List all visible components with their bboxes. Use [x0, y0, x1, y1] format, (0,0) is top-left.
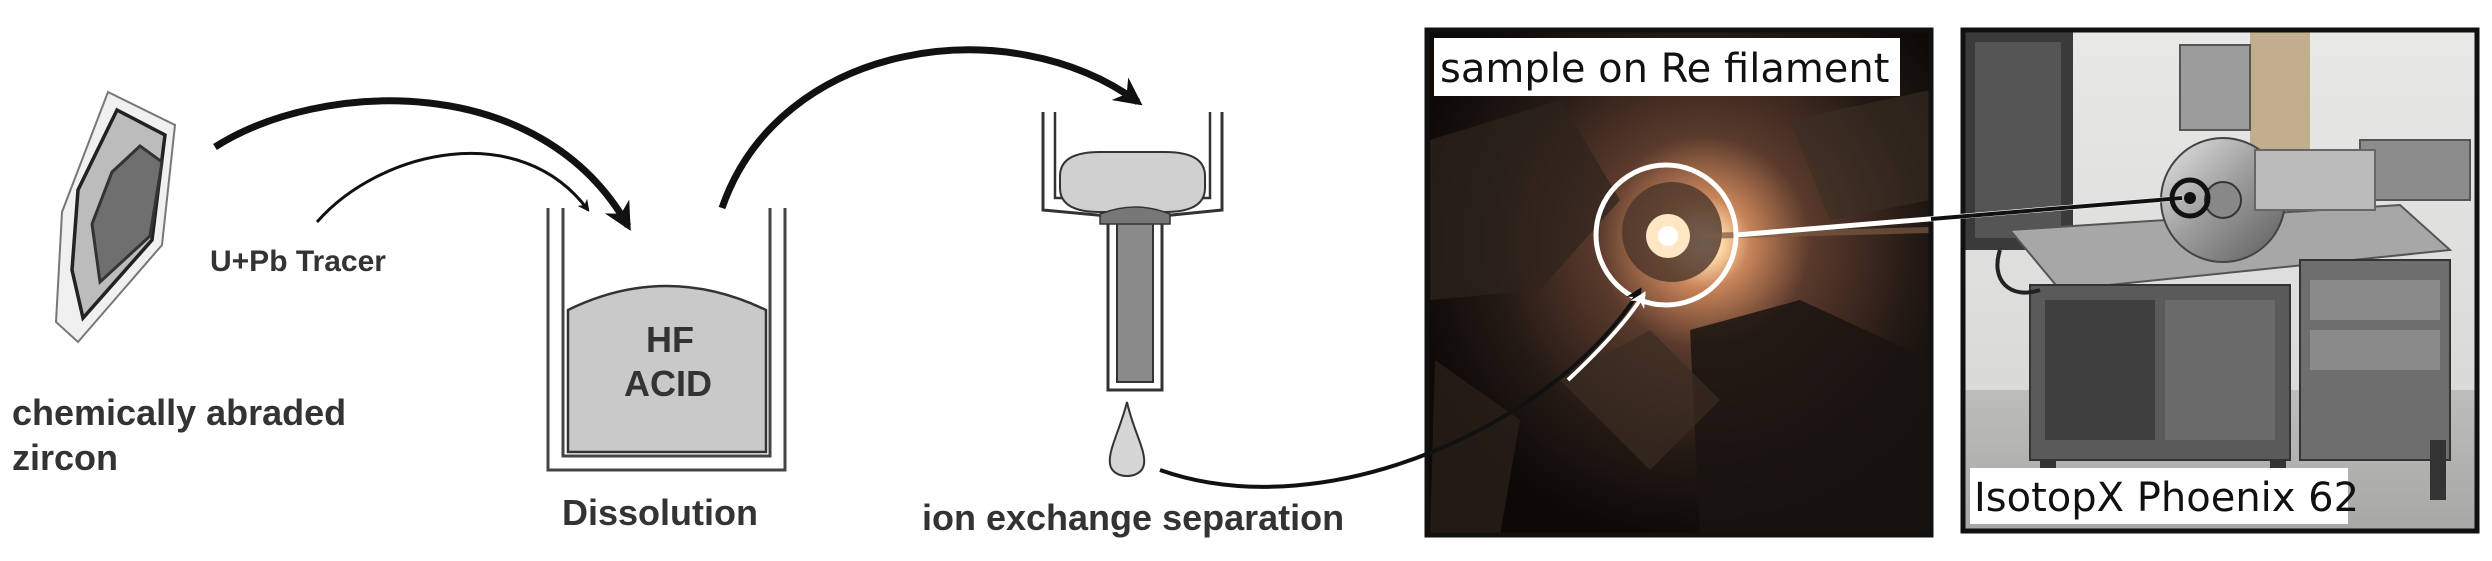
droplet-icon	[1108, 401, 1146, 477]
filament-caption: sample on Re filament	[1440, 46, 1889, 92]
zircon-crystal-icon	[54, 90, 177, 344]
arrow-beaker-to-column	[718, 46, 1143, 210]
ion-exchange-label: ion exchange separation	[922, 497, 1344, 538]
arrow-tracer-to-beaker	[315, 151, 590, 223]
instrument-photo	[1963, 30, 2477, 531]
zircon-label-line2: zircon	[12, 437, 118, 478]
dissolution-label: Dissolution	[562, 492, 758, 533]
instrument-source-marker	[2169, 177, 2211, 219]
zircon-label-line1: chemically abraded	[12, 392, 346, 433]
instrument-caption: IsotopX Phoenix 62	[1974, 475, 2359, 521]
filament-photo	[1427, 30, 1931, 535]
dissolution-beaker	[546, 208, 787, 472]
arrow-zircon-to-beaker	[213, 97, 632, 231]
arrow-column-to-filament	[1159, 287, 1642, 489]
ion-exchange-column	[1041, 112, 1224, 477]
acid-label-line2: ACID	[624, 363, 712, 404]
acid-label-line1: HF	[646, 319, 694, 360]
filament-photo-frame	[1424, 27, 1934, 538]
tracer-label: U+Pb Tracer	[210, 245, 386, 278]
instrument-photo-frame	[1960, 27, 2480, 534]
